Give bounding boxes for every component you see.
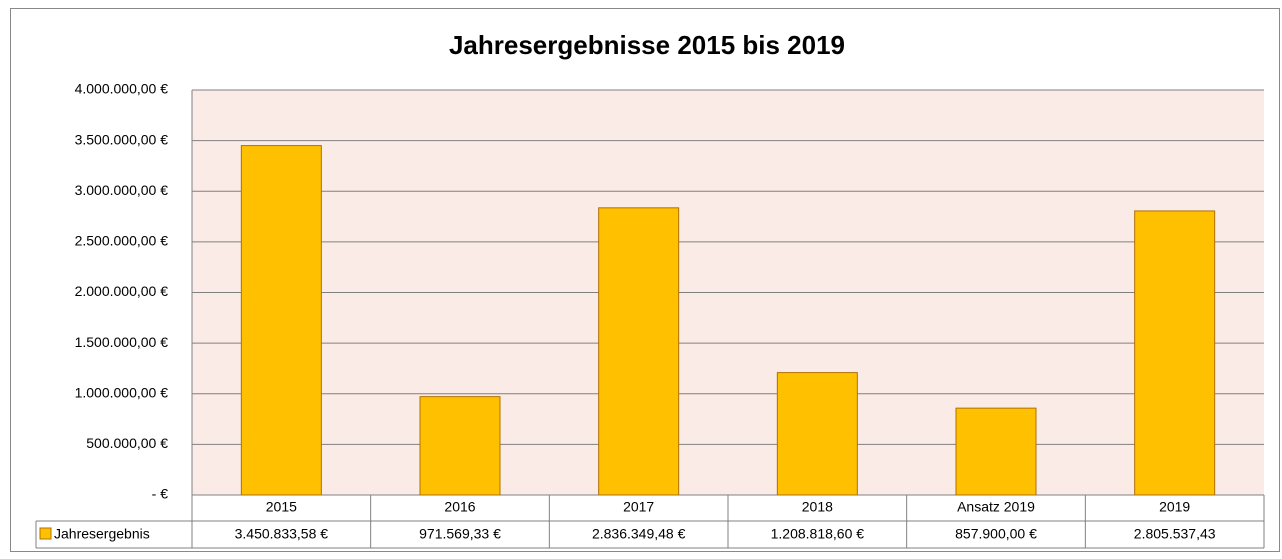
legend-key bbox=[39, 527, 52, 540]
y-tick-label: - € bbox=[152, 486, 169, 502]
bar bbox=[1134, 210, 1216, 496]
x-tick-label: 2017 bbox=[623, 499, 654, 515]
y-tick-label: 3.000.000,00 € bbox=[75, 182, 169, 198]
x-tick-label: Ansatz 2019 bbox=[957, 499, 1035, 515]
bar bbox=[240, 145, 322, 496]
bar bbox=[598, 207, 680, 496]
chart-title: Jahresergebnisse 2015 bis 2019 bbox=[449, 30, 845, 60]
legend-label: Jahresergebnis bbox=[54, 526, 150, 542]
x-tick-label: 2019 bbox=[1159, 499, 1190, 515]
y-tick-label: 3.500.000,00 € bbox=[75, 131, 169, 147]
x-tick-label: 2016 bbox=[444, 499, 475, 515]
y-tick-label: 2.000.000,00 € bbox=[75, 283, 169, 299]
bar bbox=[776, 372, 858, 496]
value-label: 2.836.349,48 € bbox=[592, 526, 686, 542]
y-tick-label: 2.500.000,00 € bbox=[75, 233, 169, 249]
bar bbox=[955, 407, 1037, 496]
x-tick-label: 2015 bbox=[266, 499, 297, 515]
value-label: 2.805.537,43 bbox=[1134, 526, 1216, 542]
value-label: 3.450.833,58 € bbox=[235, 526, 329, 542]
value-label: 1.208.818,60 € bbox=[771, 526, 865, 542]
bar bbox=[419, 396, 501, 496]
value-label: 857.900,00 € bbox=[955, 526, 1037, 542]
x-tick-label: 2018 bbox=[802, 499, 833, 515]
y-tick-label: 500.000,00 € bbox=[86, 435, 168, 451]
value-label: 971.569,33 € bbox=[419, 526, 501, 542]
y-tick-label: 1.000.000,00 € bbox=[75, 384, 169, 400]
y-tick-label: 4.000.000,00 € bbox=[75, 81, 169, 97]
y-tick-label: 1.500.000,00 € bbox=[75, 334, 169, 350]
